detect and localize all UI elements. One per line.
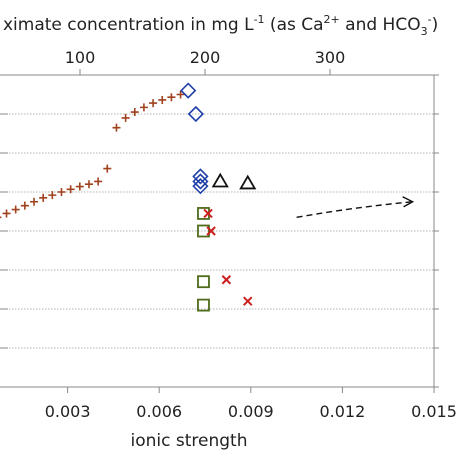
gridlines <box>0 113 434 349</box>
top-tick-label: 300 <box>315 48 346 67</box>
plus-marker <box>11 205 20 214</box>
bottom-tick-label: 0.009 <box>228 402 274 421</box>
plus-marker <box>75 182 84 191</box>
x-marker <box>243 296 253 306</box>
bottom-tick-label: 0.003 <box>45 402 91 421</box>
plus-marker <box>30 197 39 206</box>
plus-marker <box>158 95 167 104</box>
triangle-marker <box>211 172 229 188</box>
diamond-marker <box>192 178 209 195</box>
x-marker <box>221 275 232 285</box>
diamond-marker <box>187 105 204 123</box>
plus-marker <box>57 188 66 196</box>
arrow-shaft <box>296 201 413 219</box>
annotation-arrow <box>296 196 415 219</box>
plus-marker <box>167 93 176 102</box>
plus-marker <box>112 123 121 132</box>
square-marker <box>197 298 210 312</box>
plus-marker <box>103 164 112 173</box>
bottom-tick-label: 0.012 <box>319 402 365 421</box>
plus-marker <box>2 209 11 218</box>
top-tick-label: 200 <box>190 48 221 67</box>
plus-marker <box>121 113 130 122</box>
square-marker <box>197 224 210 238</box>
diamond-marker <box>192 168 209 185</box>
plus-marker <box>48 191 57 200</box>
diamond-marker <box>180 82 197 99</box>
bottom-axis-ticks: 0.003 0.006 0.009 0.012 0.015 <box>45 387 457 421</box>
plus-marker <box>0 216 2 219</box>
plus-marker <box>139 103 148 112</box>
axes <box>0 74 439 388</box>
data-points <box>0 82 257 312</box>
top-axis-ticks: 100 200 300 <box>65 48 346 75</box>
bottom-tick-label: 0.015 <box>411 402 457 421</box>
triangle-marker <box>239 174 257 190</box>
plus-marker <box>94 177 103 186</box>
plus-marker <box>176 90 185 99</box>
plus-marker <box>84 180 93 189</box>
plus-marker <box>39 193 48 202</box>
bottom-axis-title: ionic strength <box>131 431 248 451</box>
top-axis-title: ximate concentration in mg L-1 (as Ca2+ … <box>3 13 438 38</box>
plus-marker <box>20 201 29 210</box>
plus-marker <box>130 108 139 117</box>
x-marker <box>206 226 216 236</box>
square-marker <box>197 275 210 289</box>
top-tick-label: 100 <box>65 48 96 67</box>
arrow-head <box>402 196 415 208</box>
plus-marker <box>66 185 75 194</box>
x-marker <box>203 208 213 219</box>
plus-marker <box>149 99 158 108</box>
diamond-marker <box>192 173 209 190</box>
bottom-tick-label: 0.006 <box>136 402 182 421</box>
